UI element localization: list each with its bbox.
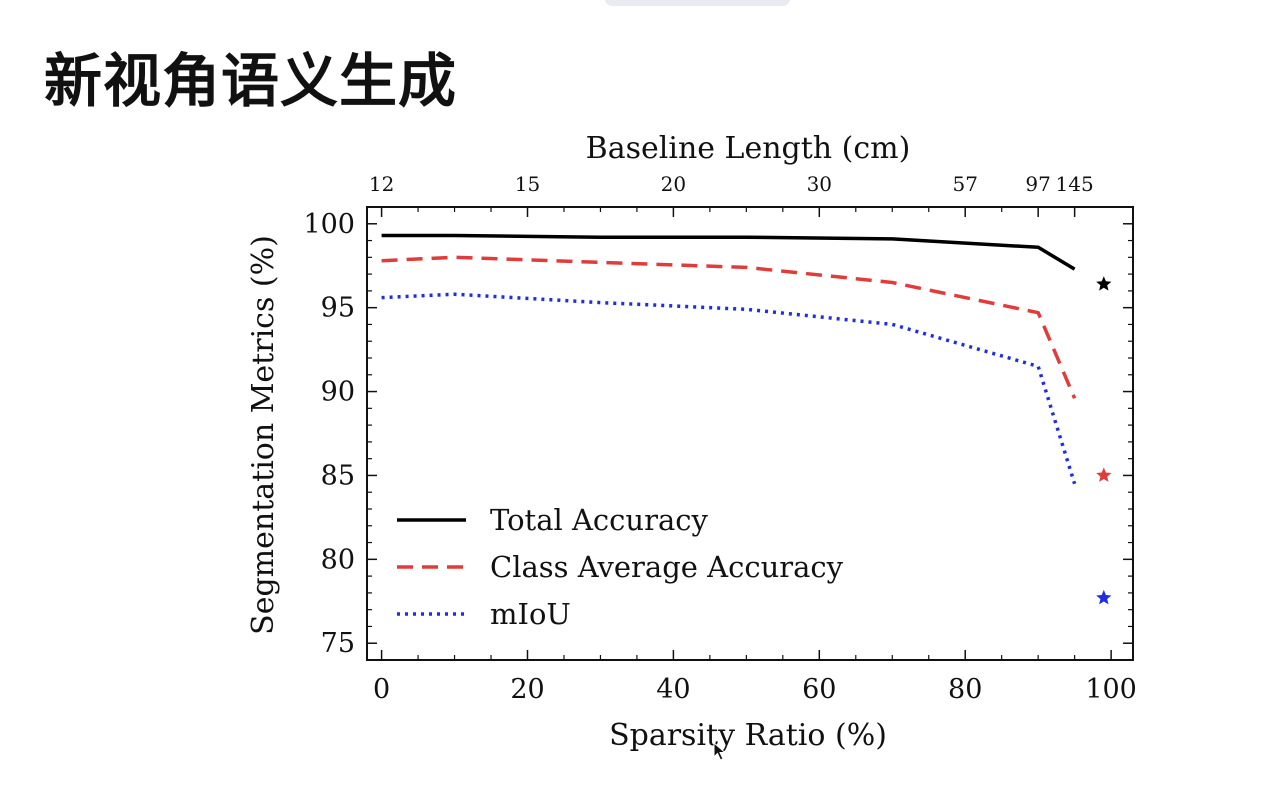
y-ticks: 75 80 85 90 95 100	[303, 209, 1133, 659]
x-tick-label: 100	[1085, 674, 1137, 705]
x-tick-label: 60	[802, 674, 836, 705]
mouse-cursor-icon	[713, 742, 727, 761]
x-tick-label: 0	[373, 674, 390, 705]
top-tab[interactable]	[605, 0, 790, 6]
series-line	[381, 233, 1076, 271]
plot-frame	[366, 206, 1134, 661]
top-tick-label: 145	[1056, 172, 1094, 196]
legend-label: Class Average Accuracy	[490, 550, 844, 584]
top-tick-label: 12	[369, 172, 394, 196]
series-layer	[381, 233, 1112, 605]
y-tick-label: 80	[321, 544, 355, 575]
series-line	[381, 292, 1077, 485]
top-axis-label: Baseline Length (cm)	[586, 131, 911, 166]
series-line	[381, 255, 1077, 399]
x-tick-label: 40	[656, 674, 690, 705]
x-ticks: 0 20 40 60 80 100	[373, 650, 1137, 705]
top-ticks: 12 15 20 30 57 97 145	[369, 172, 1094, 217]
y-tick-label: 90	[321, 377, 355, 408]
legend-label: Total Accuracy	[490, 503, 708, 537]
slide-title: 新视角语义生成	[44, 47, 458, 115]
y-axis-label: Segmentation Metrics (%)	[246, 235, 281, 635]
top-tick-label: 20	[661, 172, 686, 196]
series-star-marker	[1096, 467, 1112, 482]
series-star-marker	[1096, 589, 1112, 605]
x-tick-label: 20	[510, 674, 544, 705]
series-star-marker	[1096, 276, 1112, 291]
top-tick-label: 15	[515, 172, 540, 196]
x-axis-label: Sparsity Ratio (%)	[609, 718, 887, 753]
y-tick-label: 100	[303, 209, 355, 240]
legend-label: mIoU	[490, 597, 571, 631]
top-tick-label: 57	[952, 172, 977, 196]
y-tick-label: 75	[321, 628, 355, 659]
x-tick-label: 80	[948, 674, 982, 705]
top-tick-label: 97	[1025, 172, 1050, 196]
y-tick-label: 95	[321, 293, 355, 324]
top-tick-label: 30	[807, 172, 832, 196]
y-tick-label: 85	[321, 460, 355, 491]
legend: Total Accuracy Class Average Accuracy mIoU	[397, 503, 844, 631]
